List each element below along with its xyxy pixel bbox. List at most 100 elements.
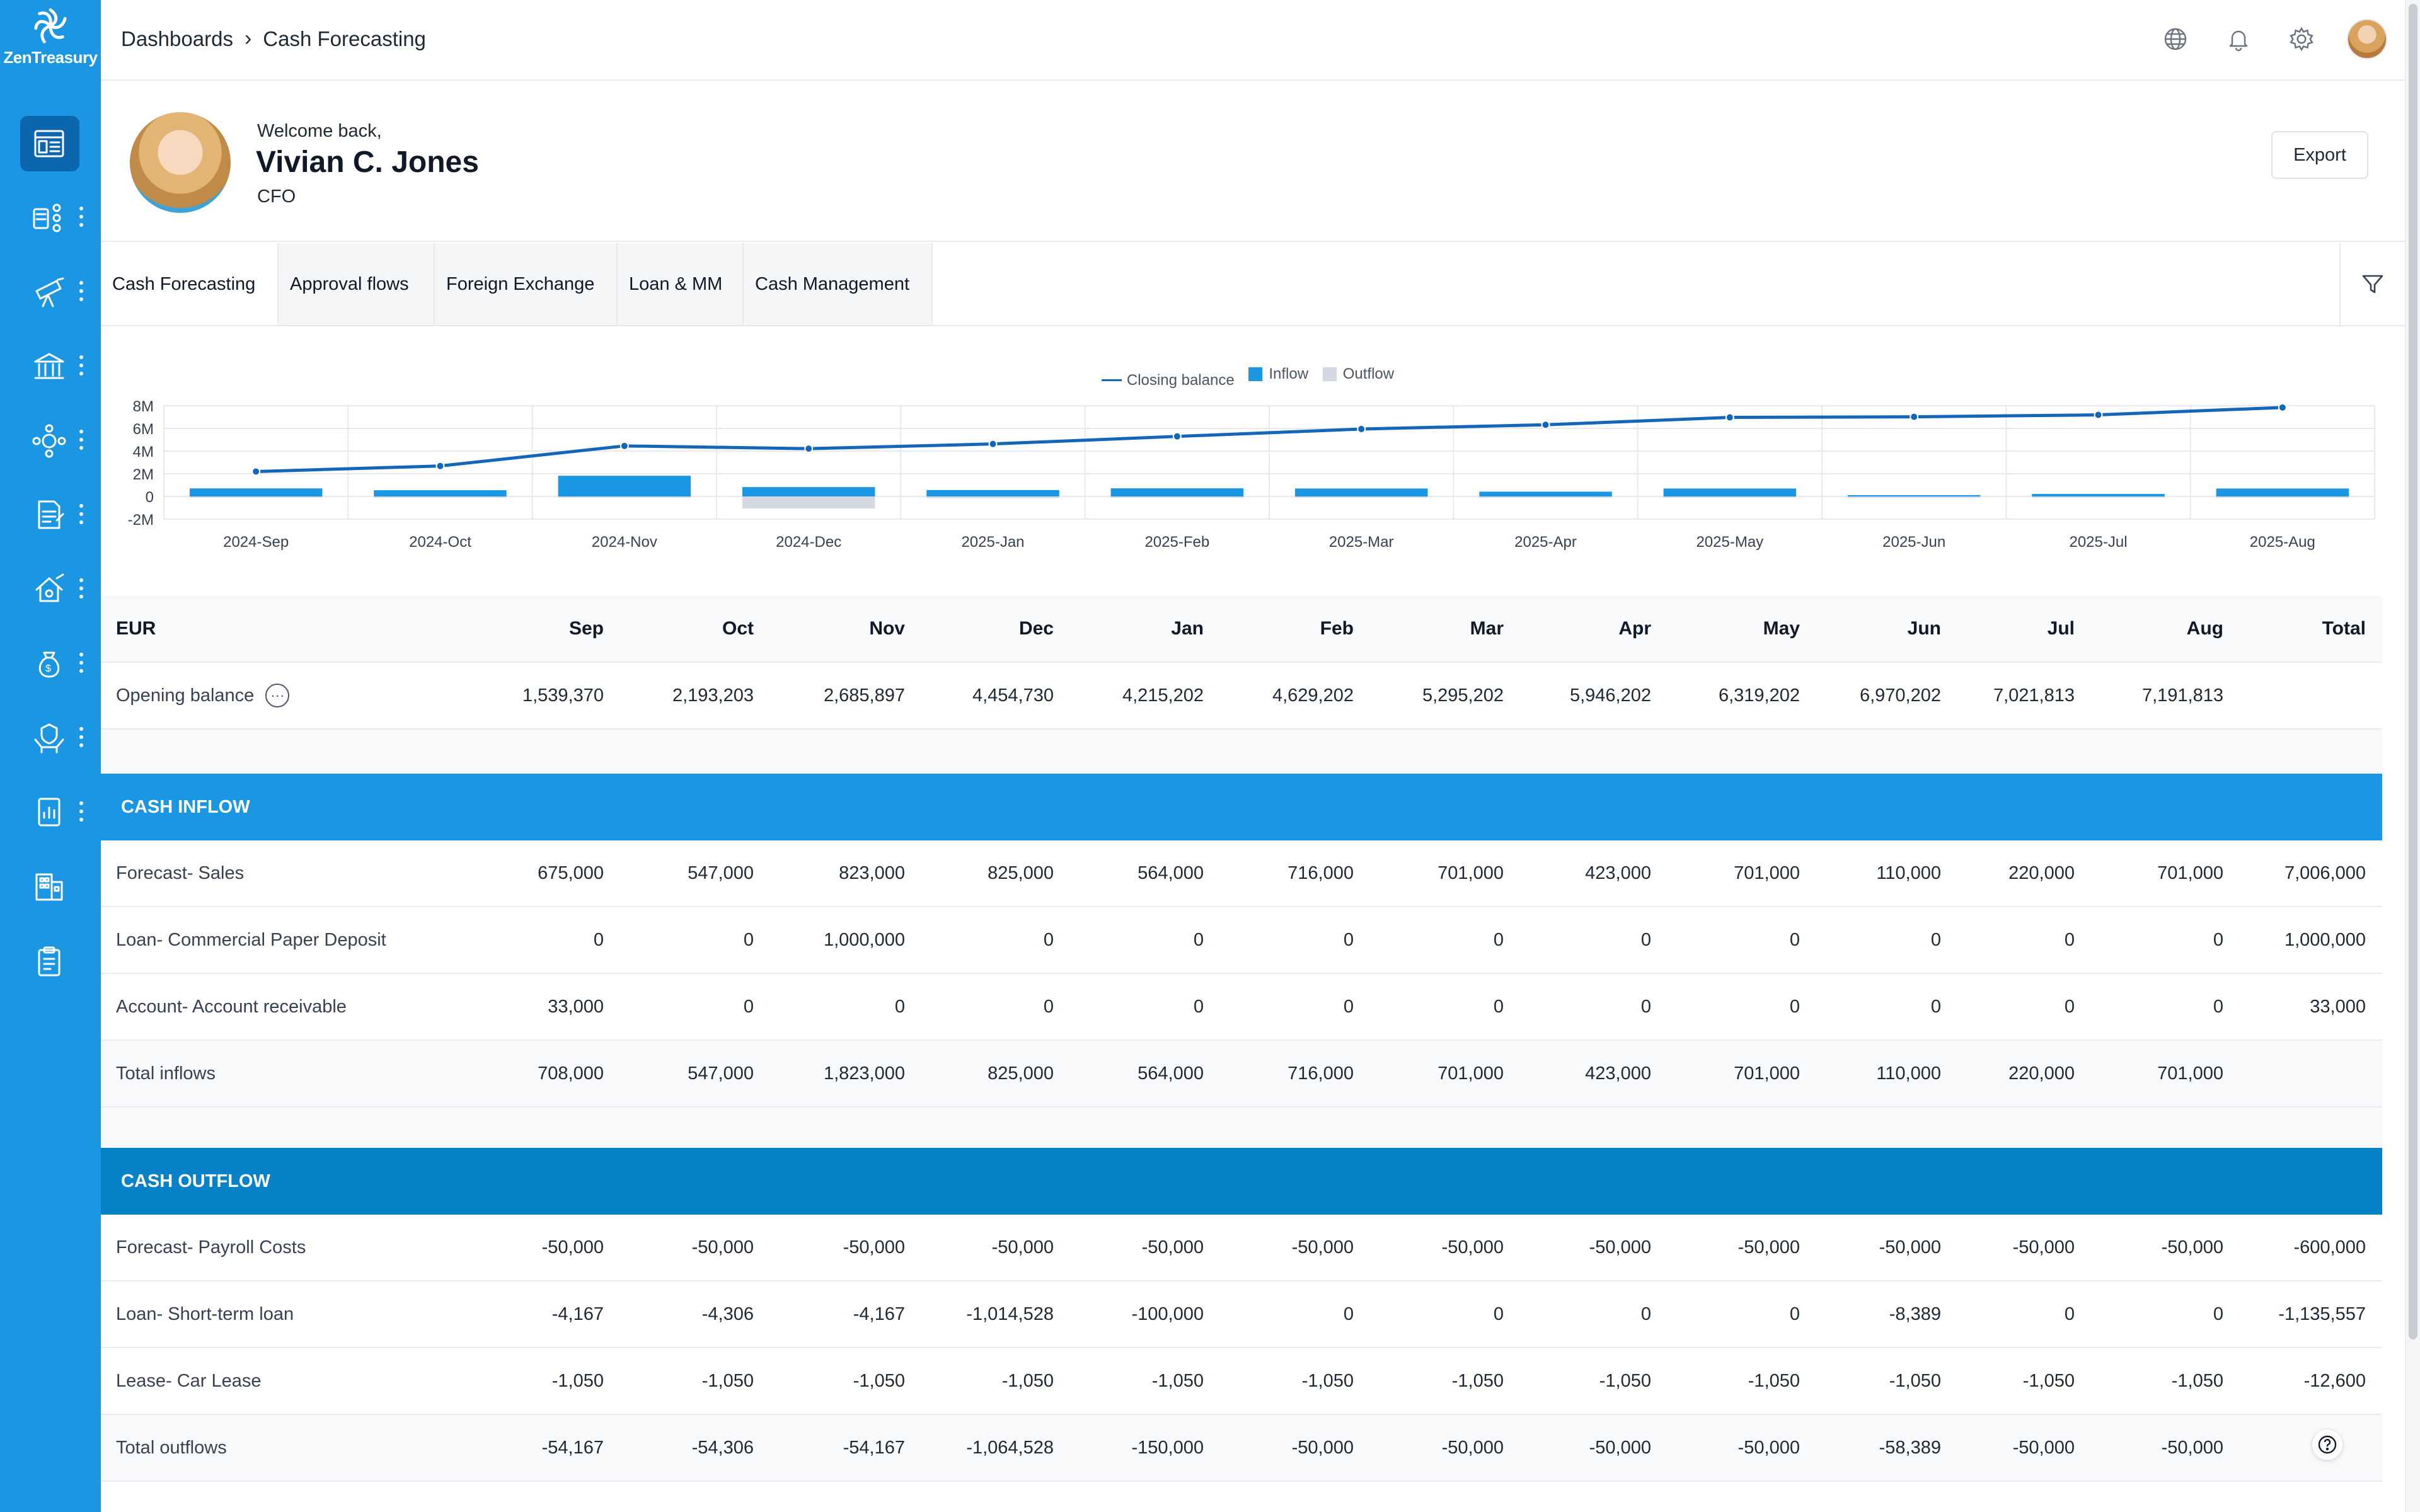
closing-balance-point[interactable] <box>1541 420 1550 430</box>
tab-loan-mm[interactable]: Loan & MM <box>618 243 744 325</box>
tab-approval-flows[interactable]: Approval flows <box>279 243 435 325</box>
outflow-bar[interactable] <box>1294 496 1428 498</box>
inflow-bar[interactable] <box>2216 488 2349 496</box>
closing-balance-point[interactable] <box>1357 424 1366 433</box>
inflow-bar[interactable] <box>1663 488 1797 496</box>
sidebar-item-loans[interactable] <box>0 556 101 616</box>
cell-value: 547,000 <box>688 862 754 883</box>
outflow-bar[interactable] <box>2032 496 2165 498</box>
sidebar-item-banks[interactable] <box>0 333 101 393</box>
inflow-bar[interactable] <box>926 490 1059 496</box>
more-vertical-icon[interactable] <box>79 355 84 381</box>
outflow-bar[interactable] <box>2216 496 2349 498</box>
more-vertical-icon[interactable] <box>79 801 84 827</box>
cell-value: -50,000 <box>1441 1237 1504 1257</box>
inflow-bar[interactable] <box>1294 488 1428 496</box>
closing-balance-point[interactable] <box>804 444 814 454</box>
outflow-bar[interactable] <box>742 496 875 509</box>
inflow-bar[interactable] <box>1847 495 1981 498</box>
brand-logo[interactable]: ZenTreasury <box>0 6 101 76</box>
row-label-text: Total outflows <box>116 1437 227 1458</box>
legend-closing-balance[interactable]: Closing balance <box>1101 372 1235 389</box>
outflow-bar[interactable] <box>558 496 691 498</box>
legend-outflow[interactable]: Outflow <box>1322 365 1394 383</box>
more-vertical-icon[interactable] <box>79 430 84 455</box>
cell-value: 0 <box>743 996 754 1017</box>
more-vertical-icon[interactable] <box>79 727 84 752</box>
avatar[interactable] <box>2347 19 2387 59</box>
inflow-bar[interactable] <box>742 487 875 496</box>
x-tick-label: 2025-Jul <box>2069 534 2127 551</box>
sidebar-item-connections[interactable] <box>0 407 101 467</box>
closing-balance-point[interactable] <box>1172 432 1182 441</box>
sidebar-item-dashboard[interactable] <box>0 110 101 171</box>
cell-value: -1,014,528 <box>966 1303 1054 1324</box>
accounts-icon <box>33 203 61 232</box>
row-label-text: Loan- Commercial Paper Deposit <box>116 929 386 950</box>
inflow-bar[interactable] <box>558 476 691 496</box>
cell-value: -50,000 <box>691 1237 754 1257</box>
help-button[interactable] <box>2312 1429 2343 1460</box>
more-options-icon[interactable]: ··· <box>265 684 290 707</box>
gear-icon[interactable] <box>2284 21 2319 57</box>
closing-balance-point[interactable] <box>619 441 629 450</box>
inflow-row: Loan- Commercial Paper Deposit 0 0 1,000,00… <box>101 907 2382 974</box>
sidebar-item-reports[interactable] <box>0 779 101 839</box>
closing-balance-point[interactable] <box>1910 412 1919 421</box>
inflow-bar[interactable] <box>1110 488 1244 496</box>
chart-legend: Closing balance Inflow Outflow <box>101 365 2395 389</box>
cell-value: 701,000 <box>1734 1063 1800 1084</box>
more-vertical-icon[interactable] <box>79 653 84 678</box>
cell-value: 7,021,813 <box>1993 685 2075 706</box>
sidebar-item-payments[interactable] <box>0 481 101 542</box>
cell-value: -600,000 <box>2293 1237 2366 1257</box>
more-vertical-icon[interactable] <box>79 207 84 232</box>
cell-value: -1,050 <box>1599 1370 1651 1391</box>
sidebar-item-forecast[interactable] <box>0 258 101 319</box>
outflow-bar[interactable] <box>1663 496 1797 498</box>
bell-icon[interactable] <box>2221 21 2256 57</box>
outflow-bar[interactable] <box>1110 496 1244 498</box>
sidebar-item-hedging[interactable] <box>0 704 101 765</box>
closing-balance-point[interactable] <box>988 439 998 449</box>
legend-inflow[interactable]: Inflow <box>1248 365 1308 383</box>
export-button[interactable]: Export <box>2271 131 2368 179</box>
breadcrumb-current: Cash Forecasting <box>263 26 426 50</box>
tab-cash-management[interactable]: Cash Management <box>744 243 933 325</box>
outflow-bar[interactable] <box>1479 496 1612 498</box>
breadcrumb-root[interactable]: Dashboards <box>121 26 233 50</box>
sidebar-item-tasks[interactable] <box>0 927 101 988</box>
outflow-bar[interactable] <box>926 496 1059 498</box>
x-tick-label: 2025-Apr <box>1514 534 1577 551</box>
closing-balance-point[interactable] <box>2094 410 2103 420</box>
tab-cash-forecasting[interactable]: Cash Forecasting <box>101 243 279 325</box>
closing-balance-point[interactable] <box>435 461 445 471</box>
chevron-right-icon: › <box>244 26 252 50</box>
cell-value: 0 <box>1343 929 1354 950</box>
sidebar-item-funds[interactable]: $ <box>0 630 101 690</box>
more-vertical-icon[interactable] <box>79 281 84 306</box>
inflow-bar[interactable] <box>374 490 507 496</box>
outflow-bar[interactable] <box>1847 496 1981 498</box>
vertical-scrollbar[interactable] <box>2405 0 2420 1512</box>
more-vertical-icon[interactable] <box>79 504 84 529</box>
sidebar-item-entities[interactable] <box>0 853 101 914</box>
sidebar-item-accounts[interactable] <box>0 184 101 244</box>
outflow-bar[interactable] <box>374 496 507 498</box>
column-header: Sep <box>568 618 604 639</box>
tab-foreign-exchange[interactable]: Foreign Exchange <box>435 243 618 325</box>
cell-value: -100,000 <box>1131 1303 1204 1324</box>
closing-balance-point[interactable] <box>251 467 261 476</box>
outflow-bar[interactable] <box>189 496 323 498</box>
scrollbar-thumb[interactable] <box>2409 4 2417 1339</box>
filter-button[interactable] <box>2339 243 2405 325</box>
globe-icon[interactable] <box>2158 21 2193 57</box>
cell-value: -4,306 <box>701 1303 754 1324</box>
closing-balance-point[interactable] <box>1725 413 1734 422</box>
inflow-bar[interactable] <box>2032 494 2165 496</box>
closing-balance-point[interactable] <box>2278 403 2287 412</box>
inflow-bar[interactable] <box>1479 491 1612 496</box>
more-vertical-icon[interactable] <box>79 578 84 604</box>
cell-value: 675,000 <box>538 862 604 883</box>
inflow-bar[interactable] <box>189 488 323 496</box>
